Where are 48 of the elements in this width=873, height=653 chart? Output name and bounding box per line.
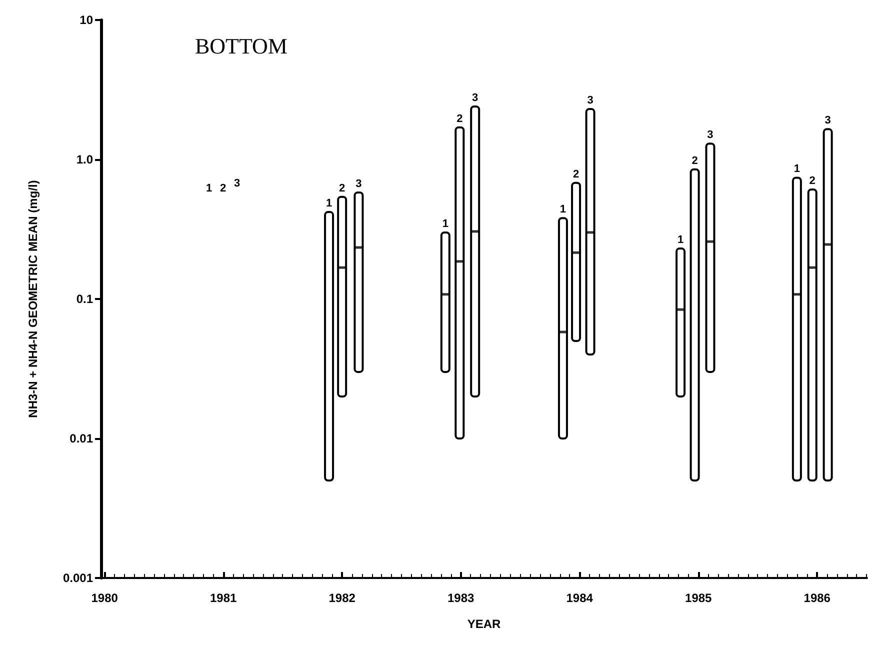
y-tick-label: 10 bbox=[80, 13, 94, 27]
text: 2 bbox=[339, 182, 346, 194]
text: BOTTOM bbox=[195, 34, 288, 58]
x-tick-label: 1983 bbox=[447, 591, 475, 605]
bar bbox=[558, 217, 568, 440]
text: 1 bbox=[677, 234, 684, 246]
y-tick-label: 0.001 bbox=[62, 571, 94, 585]
series-label: 3 bbox=[356, 178, 362, 190]
y-tick-label: 0.01 bbox=[70, 432, 94, 446]
x-tick-label: 1981 bbox=[210, 591, 237, 605]
bar bbox=[354, 192, 364, 373]
series-label: 2 bbox=[572, 168, 580, 180]
bar bbox=[440, 231, 450, 373]
x-tick-label: 1986 bbox=[804, 591, 831, 605]
bar bbox=[807, 188, 818, 482]
y-tick-label: 1.0 bbox=[76, 152, 94, 166]
text: 1 bbox=[326, 198, 332, 210]
y-tick-label: 0.1 bbox=[76, 292, 94, 306]
annotation: 2 bbox=[220, 182, 226, 194]
bar bbox=[792, 176, 802, 482]
annotation: 1 bbox=[206, 182, 212, 194]
text: 3 bbox=[472, 92, 478, 104]
bar bbox=[705, 142, 716, 373]
bar bbox=[676, 248, 686, 398]
bar bbox=[454, 126, 465, 440]
text: 1 bbox=[560, 204, 566, 216]
x-tick-label: 1985 bbox=[685, 591, 712, 605]
bar bbox=[571, 182, 582, 342]
series-label: 1 bbox=[442, 218, 448, 230]
y-axis-title: NH3-N + NH4-N GEOMETRIC MEAN (mg/l) bbox=[26, 180, 40, 418]
bar bbox=[585, 108, 596, 356]
text: 2 bbox=[809, 174, 816, 187]
text: 2 bbox=[692, 154, 698, 167]
text: 3 bbox=[824, 114, 831, 127]
bar bbox=[337, 196, 348, 398]
x-axis-title: YEAR bbox=[467, 617, 501, 631]
text: 2 bbox=[456, 112, 463, 125]
x-tick-label: 1984 bbox=[566, 591, 594, 605]
text: 3 bbox=[587, 94, 594, 107]
x-tick-label: 1980 bbox=[91, 591, 118, 605]
bar bbox=[690, 168, 700, 482]
text: 3 bbox=[707, 129, 714, 142]
bar bbox=[822, 128, 833, 482]
text: 1 bbox=[794, 163, 800, 176]
bar bbox=[324, 211, 334, 482]
annotation: 3 bbox=[234, 178, 240, 190]
x-tick-label: 1982 bbox=[328, 591, 356, 605]
bar bbox=[470, 105, 480, 398]
